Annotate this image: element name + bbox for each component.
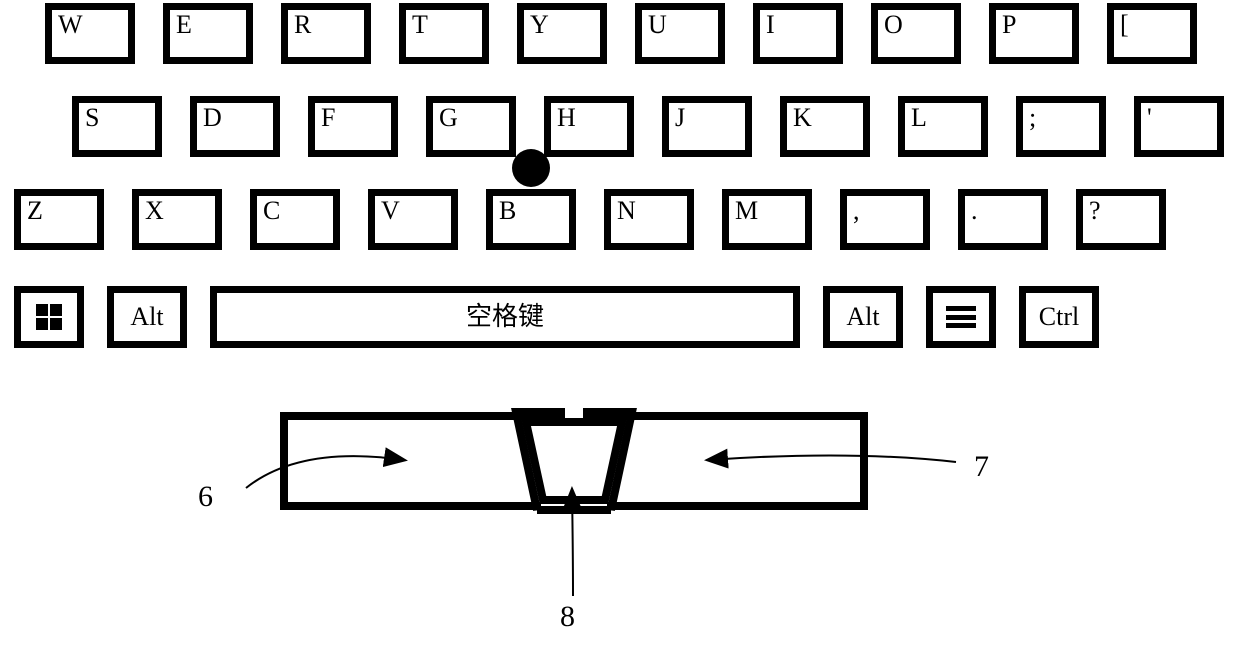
callout-arrows — [0, 0, 1240, 649]
callout-6: 6 — [198, 480, 213, 514]
callout-8: 8 — [560, 600, 575, 634]
callout-7: 7 — [974, 450, 989, 484]
diagram-stage: WERTYUIOP[SDFGHJKL;'ZXCVBNM,.?Alt空格键AltC… — [0, 0, 1240, 649]
